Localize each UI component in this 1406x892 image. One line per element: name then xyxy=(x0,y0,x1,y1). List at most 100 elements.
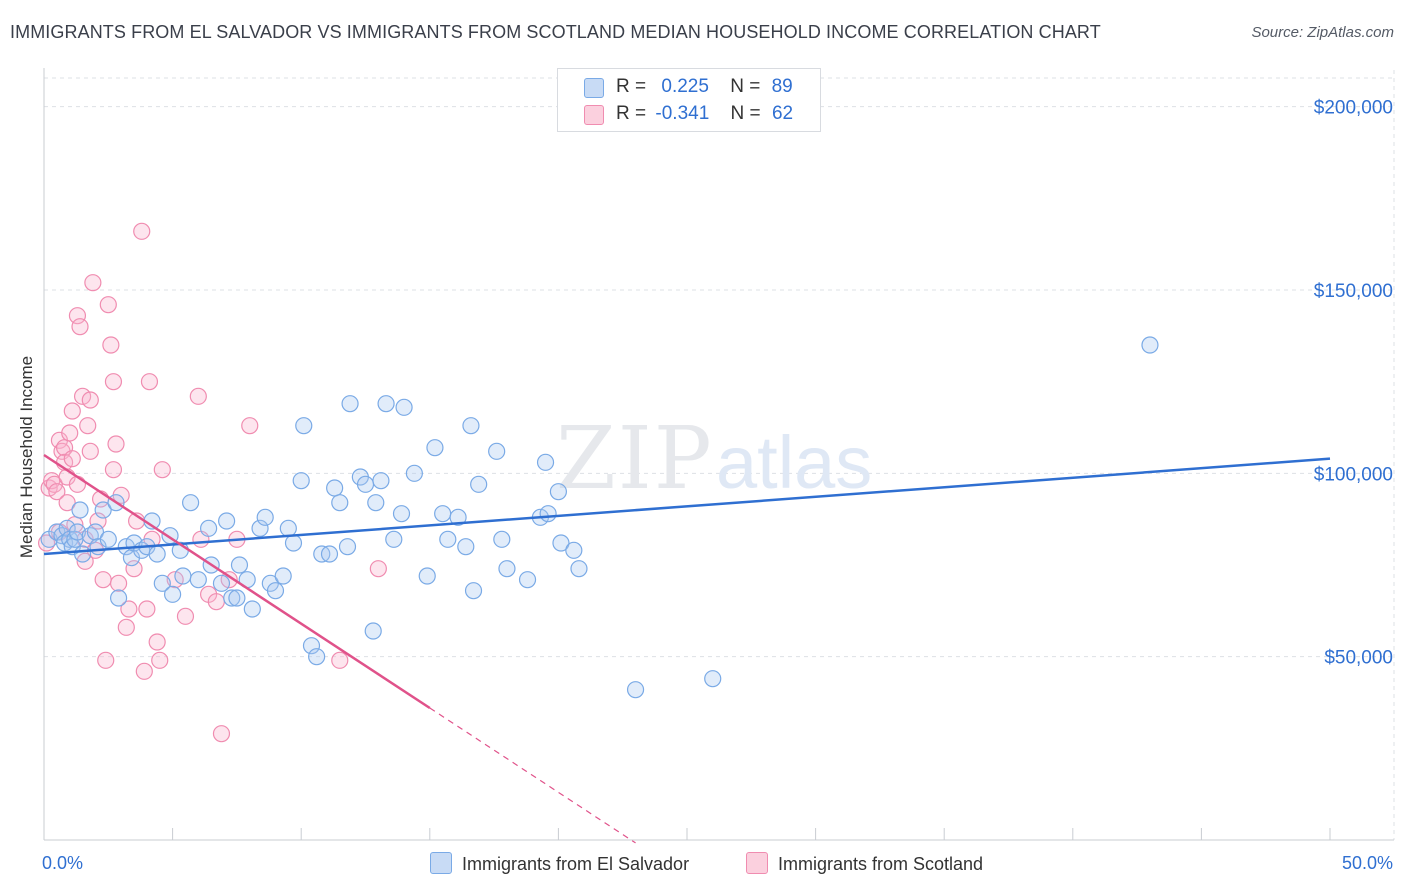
el-salvador-point xyxy=(364,622,382,640)
scotland-point xyxy=(120,600,138,618)
el-salvador-point xyxy=(338,538,357,556)
el-salvador-point xyxy=(230,556,249,574)
trend-lines xyxy=(43,453,1331,844)
bottom-legend-label: Immigrants from El Salvador xyxy=(462,854,690,874)
el-salvador-point xyxy=(372,472,390,490)
el-salvador-point xyxy=(326,479,344,497)
series-el-salvador-points xyxy=(40,336,1159,699)
el-salvador-point xyxy=(68,523,87,541)
r-value: 0.225 xyxy=(661,76,709,97)
legend-text-el-salvador: R = 0.225 N = 89 xyxy=(616,76,793,98)
el-salvador-point xyxy=(395,398,413,416)
x-tick-labels: 0.0% 50.0% xyxy=(42,853,1393,873)
el-salvador-point xyxy=(153,574,171,592)
el-salvador-point xyxy=(626,681,645,699)
r-value: -0.341 xyxy=(655,103,710,124)
scotland-point xyxy=(71,318,89,336)
el-salvador-point xyxy=(498,560,516,578)
y-tick-label: $100,000 xyxy=(1314,464,1393,485)
scotland-point xyxy=(125,560,143,578)
bottom-legend-el-salvador[interactable]: Immigrants from El Salvador xyxy=(430,852,689,875)
el-salvador-point xyxy=(385,530,403,548)
el-salvador-point xyxy=(308,648,326,666)
scotland-point xyxy=(148,633,166,651)
scotland-point xyxy=(81,442,99,460)
x-tick-label: 50.0% xyxy=(1342,853,1393,873)
el-salvador-point xyxy=(212,574,231,592)
el-salvador-point xyxy=(367,494,385,512)
r-label: R = xyxy=(616,103,647,124)
el-salvador-point xyxy=(341,395,359,413)
el-salvador-point xyxy=(377,395,395,413)
scotland-point xyxy=(140,373,159,391)
scotland-point xyxy=(133,222,151,240)
scotland-point xyxy=(68,475,87,493)
scotland-point xyxy=(109,574,128,592)
el-salvador-point xyxy=(493,530,511,548)
el-salvador-point xyxy=(549,483,568,501)
el-salvador-point xyxy=(539,505,557,523)
scotland-point xyxy=(81,391,99,409)
el-salvador-point xyxy=(356,475,375,493)
n-value: 89 xyxy=(771,76,793,97)
el-salvador-point xyxy=(200,519,218,537)
el-salvador-point xyxy=(109,589,128,607)
el-salvador-point xyxy=(704,670,722,688)
scotland-point xyxy=(94,571,112,589)
scotland-point xyxy=(153,461,171,479)
scotland-point xyxy=(63,402,81,420)
el-salvador-point xyxy=(266,582,285,600)
el-salvador-point xyxy=(426,439,444,457)
zipatlas-watermark: ZIP atlas xyxy=(556,409,872,509)
el-salvador-point xyxy=(331,494,349,512)
scotland-point xyxy=(189,387,207,405)
scotland-point xyxy=(97,651,115,669)
y-tick-label: $50,000 xyxy=(1324,648,1393,669)
el-salvador-trend-line xyxy=(43,457,1331,556)
el-salvador-point xyxy=(218,512,236,530)
scotland-point xyxy=(107,435,125,453)
bottom-legend-scotland[interactable]: Immigrants from Scotland xyxy=(746,852,983,875)
el-salvador-point xyxy=(1141,336,1159,354)
el-salvador-point xyxy=(418,567,436,585)
el-salvador-point xyxy=(470,475,488,493)
scotland-point xyxy=(104,461,123,479)
el-salvador-point xyxy=(488,442,506,460)
y-tick-label: $200,000 xyxy=(1314,98,1393,119)
el-salvador-point xyxy=(565,541,583,559)
el-salvador-point xyxy=(392,505,411,523)
scotland-point xyxy=(176,607,195,625)
scotland-point xyxy=(369,560,387,578)
correlation-legend: R = 0.225 N = 89 R = -0.341 N = 62 xyxy=(557,68,821,132)
svg-text:ZIP: ZIP xyxy=(556,409,714,509)
el-salvador-point xyxy=(518,571,537,589)
scotland-trend-extension xyxy=(429,707,636,844)
scotland-point xyxy=(151,651,169,669)
el-salvador-point xyxy=(86,523,105,541)
scotland-point xyxy=(207,593,225,611)
r-label: R = xyxy=(616,76,647,97)
el-salvador-point xyxy=(256,508,274,526)
y-tick-label: $150,000 xyxy=(1314,281,1393,302)
scotland-point xyxy=(99,296,117,314)
el-salvador-point xyxy=(449,508,467,526)
legend-swatch-el-salvador xyxy=(584,78,604,98)
el-salvador-point xyxy=(536,453,555,471)
el-salvador-point xyxy=(570,560,588,578)
el-salvador-point xyxy=(148,545,166,563)
el-salvador-point xyxy=(439,530,457,548)
source-label: Source: ZipAtlas.com xyxy=(1251,24,1394,41)
scotland-point xyxy=(68,307,87,325)
el-salvador-point xyxy=(405,464,423,482)
bottom-swatch-el-salvador xyxy=(430,852,452,874)
el-salvador-point xyxy=(174,567,192,585)
el-salvador-point xyxy=(464,582,483,600)
el-salvador-point xyxy=(99,530,117,548)
el-salvador-point xyxy=(223,589,241,607)
scotland-point xyxy=(241,417,259,435)
el-salvador-point xyxy=(292,472,310,490)
el-salvador-point xyxy=(295,417,313,435)
scotland-point xyxy=(58,494,76,512)
n-value: 62 xyxy=(771,103,794,124)
